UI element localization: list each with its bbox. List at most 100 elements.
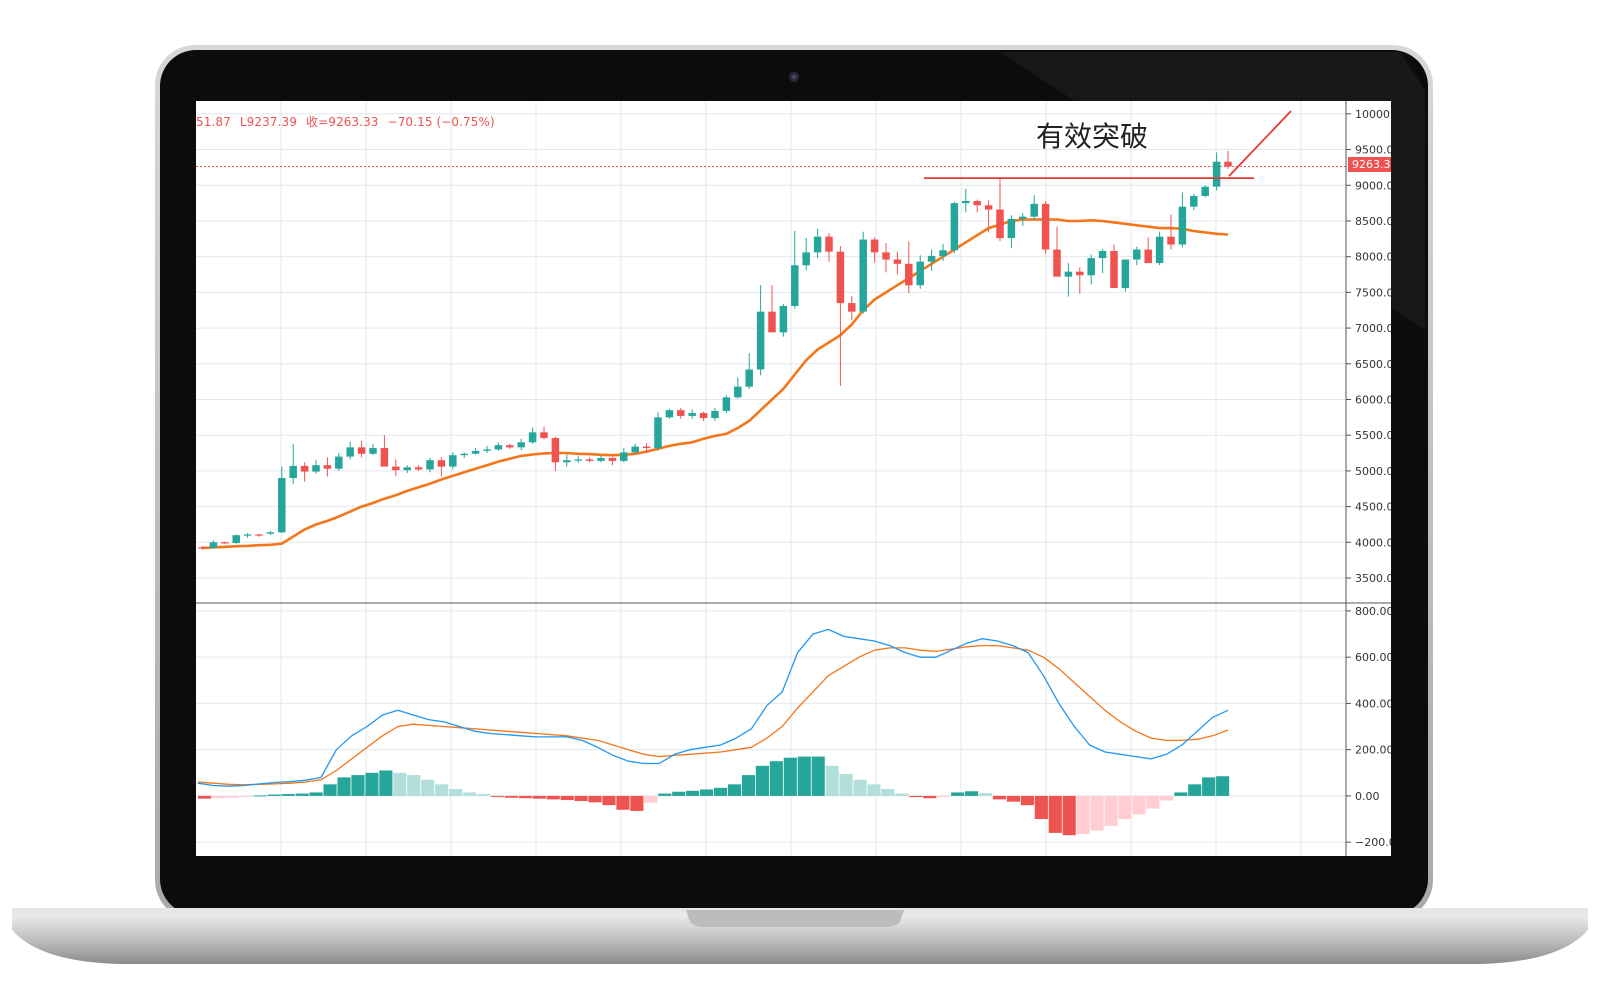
candle (506, 443, 514, 449)
macd-histogram-bar (1048, 795, 1062, 833)
macd-histogram-bar (644, 795, 658, 803)
macd-histogram-bar (881, 788, 895, 796)
candle (403, 465, 411, 474)
candle (756, 285, 765, 376)
candle-body (848, 303, 856, 312)
candle-body (392, 466, 400, 471)
candle-body (1201, 186, 1209, 196)
price-axis-tick-label: 9500.0 (1355, 144, 1391, 157)
macd-histogram-bar (323, 784, 337, 796)
macd-histogram-bar (1034, 795, 1048, 820)
macd-histogram-bar (518, 795, 532, 799)
candle (620, 448, 628, 463)
candle-body (859, 239, 867, 312)
candle-body (711, 410, 719, 419)
breakout-annotation: 有效突破 (1036, 120, 1149, 153)
candle (494, 442, 503, 451)
candle-body (597, 458, 605, 461)
ohlc-close: 收=9263.33 (305, 115, 379, 129)
candle-body (471, 450, 480, 454)
moving-average-line (201, 218, 1229, 550)
candle-body (722, 397, 731, 411)
macd-histogram-bar (588, 795, 602, 803)
candle-body (323, 465, 332, 469)
candle-body (688, 413, 696, 416)
price-axis-tick-label: 3500.0 (1355, 572, 1391, 585)
price-axis-tick-label: 7500.0 (1355, 286, 1391, 299)
candle (1155, 231, 1164, 266)
candle (551, 436, 560, 471)
candle (973, 199, 981, 213)
candle (1201, 185, 1209, 198)
candle (859, 231, 867, 314)
candle (1053, 226, 1061, 277)
candle-body (1190, 195, 1198, 207)
price-axis-tick-label: 10000.0 (1355, 108, 1391, 121)
candle-body (255, 534, 263, 536)
candle (1098, 248, 1107, 274)
candle-body (1053, 249, 1061, 277)
candle-body (460, 453, 468, 456)
candle (1041, 200, 1050, 254)
price-axis-tick-label: 5000.0 (1355, 465, 1391, 478)
macd-histogram-bar (1188, 784, 1202, 796)
macd-histogram-bar (672, 791, 686, 796)
macd-histogram-bar (937, 795, 951, 798)
macd-histogram-bar (267, 794, 281, 796)
macd-histogram-bar (1020, 795, 1034, 806)
price-axis-tick-label: 8000.0 (1355, 251, 1391, 264)
candle (711, 408, 719, 421)
macd-histogram-bar (727, 784, 742, 796)
macd-histogram-bar (797, 756, 811, 796)
candle-body (905, 263, 913, 286)
macd-histogram-bar (867, 784, 881, 796)
breakout-arrow (1228, 110, 1292, 177)
macd-histogram-bar (923, 795, 937, 799)
candle-body (813, 236, 822, 253)
macd-histogram-bar (1076, 795, 1090, 835)
macd-histogram-bar (1202, 777, 1216, 796)
candle (563, 454, 571, 467)
candle-body (335, 456, 343, 469)
macd-histogram-bar (1160, 795, 1174, 801)
candle-body (517, 442, 525, 448)
candle (699, 411, 708, 421)
candle (927, 249, 936, 271)
macd-axis-tick-label: 400.00 (1355, 697, 1391, 710)
macd-histogram-bar (1132, 795, 1146, 815)
price-axis-tick-label: 4500.0 (1355, 501, 1391, 514)
candle-body (1167, 236, 1175, 245)
candle (745, 353, 753, 389)
candle-body (654, 417, 662, 449)
macd-histogram-bar (337, 777, 351, 796)
candle (369, 443, 377, 456)
candle (232, 534, 240, 544)
candle (278, 466, 286, 534)
candle-body (528, 432, 537, 443)
candle (825, 233, 833, 262)
macd-signal-line (197, 644, 1229, 786)
macd-histogram-bar (449, 788, 463, 796)
candle-body (574, 459, 582, 461)
candle (779, 303, 788, 337)
candle (357, 440, 366, 458)
candle (665, 408, 674, 419)
candle-body (1224, 161, 1232, 167)
candle (289, 443, 297, 484)
candle (540, 426, 548, 440)
candle-body (1076, 271, 1084, 276)
macd-histogram-bar (1062, 795, 1076, 836)
candle-body (870, 239, 879, 253)
candle-body (962, 200, 970, 204)
candle-body (756, 311, 765, 370)
macd-histogram-bar (1090, 795, 1104, 831)
macd-histogram-bar (560, 795, 574, 801)
macd-histogram-bar (574, 795, 588, 801)
macd-histogram-bar (532, 795, 546, 799)
candle-body (1155, 236, 1164, 264)
candle-body (802, 252, 810, 266)
price-axis-tick-label: 9000.0 (1355, 179, 1391, 192)
candle (1224, 150, 1232, 169)
macd-histogram-bar (755, 765, 769, 796)
candlestick-chart: 10000.0 9500.0 9000.0 8500.0 8000.0 7500.0 700… (196, 101, 1391, 856)
